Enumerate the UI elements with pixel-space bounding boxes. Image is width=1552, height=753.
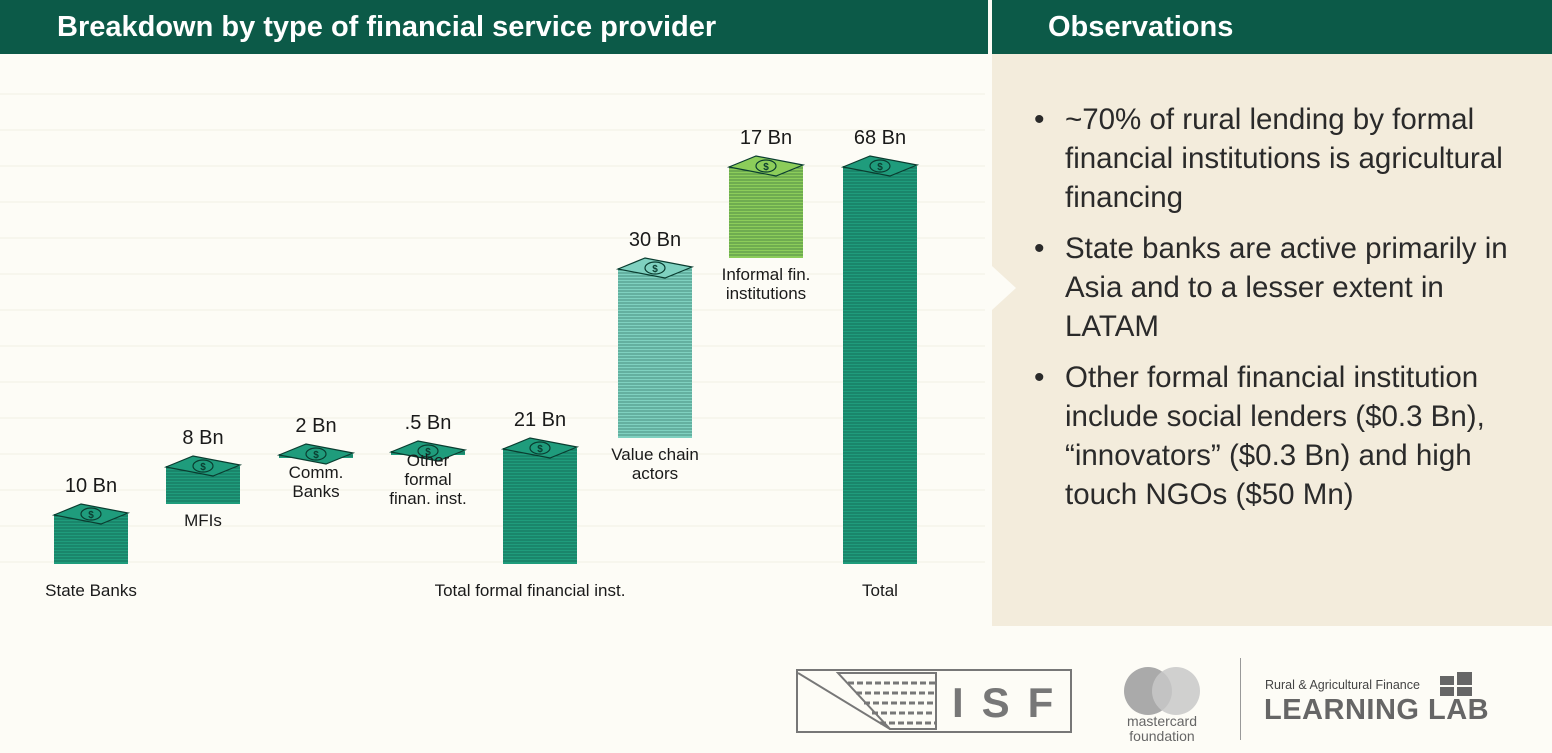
observations-title: Observations (1048, 11, 1234, 43)
observation-text: State banks are active primarily in Asia… (1065, 232, 1508, 343)
bar-total: $68 Bn Total (840, 127, 920, 600)
category-label: Comm. (289, 463, 344, 482)
banknote-seal (755, 159, 777, 173)
category-label: MFIs (184, 511, 222, 530)
value-label: .5 Bn (405, 412, 452, 434)
banknote-seal (644, 261, 666, 275)
bar-body (618, 268, 692, 438)
banknote-seal (305, 447, 327, 461)
observation-item: • State banks are active primarily in Asi… (1034, 229, 1534, 346)
category-label: institutions (726, 284, 806, 303)
category-label: State Banks (45, 581, 137, 600)
banknote-stack-icon (388, 440, 468, 462)
banknote-stack-icon (276, 443, 356, 465)
bar-body (729, 166, 803, 258)
observations-header: Observations (992, 0, 1552, 54)
banknote-stack-icon (726, 155, 806, 177)
value-label: 17 Bn (740, 127, 792, 149)
dollar-sign-icon: $ (763, 162, 769, 173)
category-label: finan. inst. (389, 489, 467, 508)
dollar-sign-icon: $ (877, 162, 883, 173)
value-label: 8 Bn (182, 427, 223, 449)
isf-logo-text: ISF (952, 679, 1072, 726)
footer-logos: ISF mastercard foundation Rural & Agricu… (0, 640, 1552, 753)
bar-body (843, 166, 917, 564)
value-label: 68 Bn (854, 127, 906, 149)
isf-logo-graphic (798, 672, 937, 730)
observation-item: • ~70% of rural lending by formal financi… (1034, 100, 1534, 217)
dollar-sign-icon: $ (200, 462, 206, 473)
value-label: 2 Bn (295, 415, 336, 437)
observation-item: • Other formal financial institution incl… (1034, 358, 1534, 514)
chart-header: Breakdown by type of financial service p… (0, 0, 988, 54)
category-label: formal (404, 470, 451, 489)
bullet-icon: • (1034, 361, 1045, 394)
banknote-stack-icon (163, 455, 243, 477)
banknote-seal (529, 441, 551, 455)
mastercard-foundation-logo-icon (1124, 667, 1200, 715)
banknote-seal (417, 444, 439, 458)
banknote-seal (869, 159, 891, 173)
banknote-stack-icon (500, 437, 580, 459)
bar-total-formal-financial-inst: $21 Bn Total formal financial inst. (435, 409, 626, 600)
banknote-stack-icon (51, 503, 131, 525)
mastercard-foundation-text: mastercard foundation (1126, 713, 1198, 744)
category-label: Banks (292, 482, 339, 501)
rafl-logo-subtitle: Rural & Agricultural Finance (1265, 678, 1420, 692)
bar-informal-fin-institutions: $17 Bn Informal fin.institutions (722, 127, 811, 303)
dollar-sign-icon: $ (537, 444, 543, 455)
value-label: 10 Bn (65, 475, 117, 497)
dollar-sign-icon: $ (88, 510, 94, 521)
category-label: Value chain (611, 445, 699, 464)
category-label: Other (407, 451, 450, 470)
footer-divider (1240, 658, 1241, 740)
rafl-logo-icon (1440, 672, 1472, 696)
category-label: Total (862, 581, 898, 600)
category-label: Total formal financial inst. (435, 581, 626, 600)
isf-logo: ISF (796, 669, 1072, 733)
category-label: actors (632, 464, 678, 483)
observation-text: Other formal financial institution inclu… (1065, 361, 1485, 511)
bar-mfis: $8 Bn MFIs (163, 427, 243, 530)
bar-state-banks: $10 Bn State Banks (45, 475, 137, 600)
category-label: Informal fin. (722, 265, 811, 284)
observations-pointer-arrow (992, 266, 1016, 310)
banknote-seal (192, 459, 214, 473)
observations-panel: • ~70% of rural lending by formal financi… (992, 54, 1552, 626)
bar-comm-banks: $2 Bn Comm.Banks (276, 415, 356, 501)
bar-body (503, 448, 577, 564)
value-label: 30 Bn (629, 229, 681, 251)
observations-list: • ~70% of rural lending by formal financi… (1034, 100, 1534, 526)
banknote-stack-icon (840, 155, 920, 177)
rafl-logo-title: LEARNING LAB (1264, 694, 1490, 726)
value-label: 21 Bn (514, 409, 566, 431)
observation-text: ~70% of rural lending by formal financia… (1065, 103, 1503, 214)
dollar-sign-icon: $ (652, 264, 658, 275)
banknote-seal (80, 507, 102, 521)
dollar-sign-icon: $ (425, 447, 431, 458)
waterfall-chart: $10 Bn State Banks $8 Bn MFIs $2 Bn Comm.Bank… (0, 93, 985, 600)
dollar-sign-icon: $ (313, 450, 319, 461)
chart-title: Breakdown by type of financial service p… (57, 11, 717, 43)
bullet-icon: • (1034, 232, 1045, 265)
banknote-stack-icon (615, 257, 695, 279)
bullet-icon: • (1034, 103, 1045, 136)
